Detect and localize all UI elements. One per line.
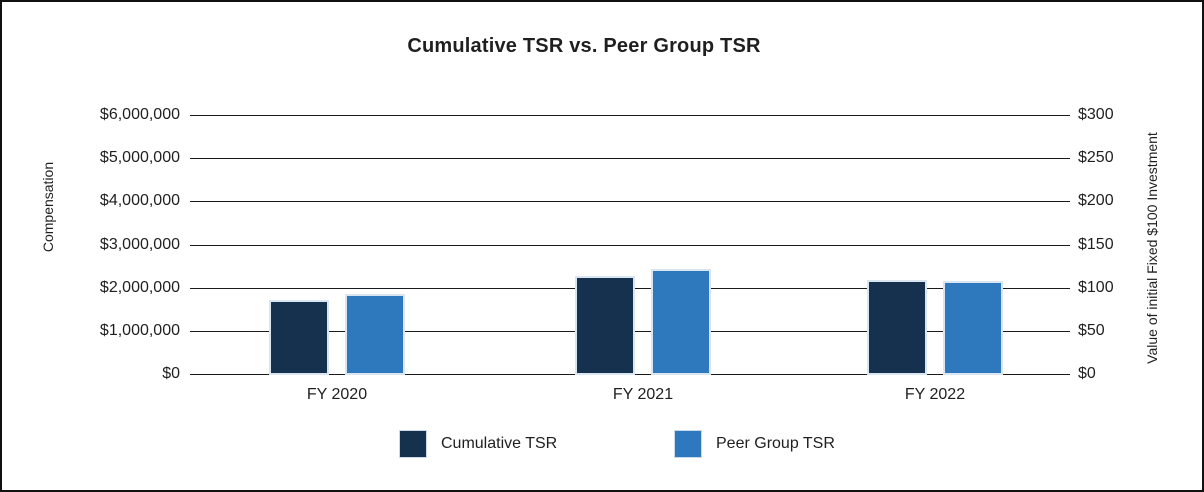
- legend-label-cumulative-tsr: Cumulative TSR: [441, 435, 558, 452]
- x-axis-tick-label: FY 2021: [612, 386, 674, 403]
- gridline: [190, 115, 1070, 116]
- y-axis-right-tick-label: $150: [1078, 235, 1114, 253]
- bar-cumulative-tsr: [867, 280, 927, 375]
- y-axis-left-tick-label: $5,000,000: [99, 149, 180, 167]
- bar-peer-group-tsr: [345, 293, 405, 375]
- y-axis-left-tick-label: $1,000,000: [99, 321, 180, 339]
- legend-item-peer-group-tsr: Peer Group TSR: [674, 430, 835, 458]
- bar-peer-group-tsr: [651, 268, 711, 375]
- left-axis-title: Compensation: [40, 161, 56, 253]
- legend-swatch-cumulative-tsr: [399, 430, 427, 458]
- bar-cumulative-tsr: [269, 299, 329, 375]
- legend-swatch-peer-group-tsr: [674, 430, 702, 458]
- bar-peer-group-tsr: [943, 280, 1003, 375]
- x-axis-tick-label: FY 2022: [904, 386, 966, 403]
- y-axis-right-tick-label: $200: [1078, 192, 1114, 210]
- y-axis-right-tick-label: $300: [1078, 106, 1114, 123]
- bar-cumulative-tsr: [575, 275, 635, 375]
- y-axis-left-tick-label: $6,000,000: [99, 106, 180, 123]
- y-axis-right-tick-label: $50: [1078, 321, 1105, 339]
- plot-area: [190, 115, 1070, 375]
- y-axis-left-tick-label: $3,000,000: [99, 235, 180, 253]
- gridline: [190, 244, 1070, 246]
- legend-item-cumulative-tsr: Cumulative TSR: [399, 430, 557, 458]
- chart-title: Cumulative TSR vs. Peer Group TSR: [407, 35, 761, 57]
- y-axis-left-tick-label: $0: [162, 365, 180, 382]
- y-axis-left-tick-label: $4,000,000: [99, 192, 180, 210]
- gridline: [190, 201, 1070, 203]
- y-axis-right-tick-label: $250: [1078, 149, 1114, 167]
- y-axis-left-tick-label: $2,000,000: [99, 278, 180, 296]
- right-axis-title: Value of initial Fixed $100 Investment: [1144, 132, 1160, 364]
- gridline: [190, 158, 1070, 160]
- x-axis-tick-label: FY 2020: [306, 386, 368, 403]
- legend: Cumulative TSR Peer Group TSR: [2, 430, 1202, 462]
- legend-label-peer-group-tsr: Peer Group TSR: [716, 435, 835, 452]
- y-axis-right-tick-label: $100: [1078, 278, 1114, 296]
- y-axis-right-tick-label: $0: [1078, 365, 1096, 382]
